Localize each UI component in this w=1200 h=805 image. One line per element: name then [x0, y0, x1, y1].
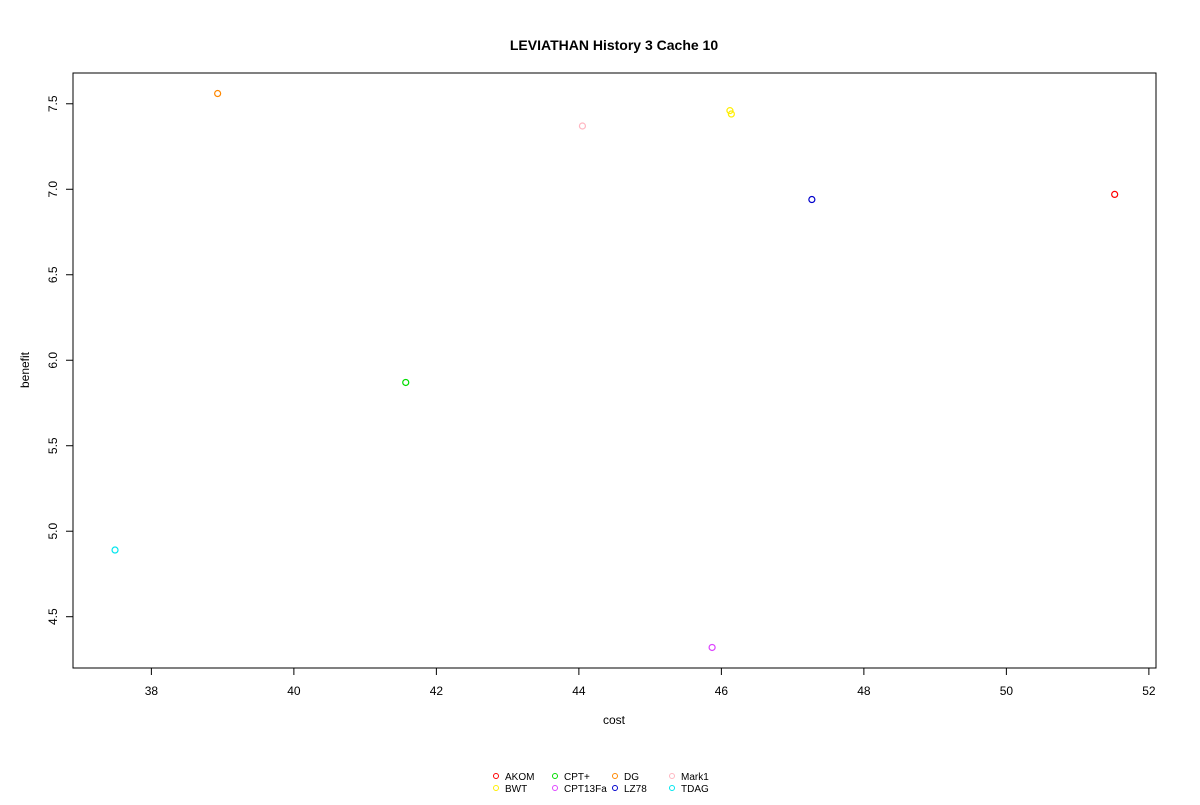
legend-label: CPT+	[564, 772, 590, 783]
legend-marker	[552, 773, 558, 779]
x-tick-label: 50	[1000, 684, 1014, 698]
x-tick-label: 48	[857, 684, 871, 698]
legend-marker	[612, 785, 618, 791]
legend-label: CPT13Fa	[564, 784, 607, 795]
data-point	[111, 546, 119, 554]
y-tick-label: 6.5	[46, 266, 60, 283]
data-point	[708, 643, 716, 652]
legend-label: Mark1	[681, 772, 709, 783]
plot-frame	[72, 72, 1157, 669]
x-tick-label: 38	[145, 684, 159, 698]
legend-label: LZ78	[624, 784, 647, 795]
data-point	[726, 107, 734, 115]
y-tick-label: 7.0	[46, 181, 60, 198]
legend-marker	[493, 785, 499, 791]
y-tick-label: 7.5	[46, 95, 60, 112]
legend-marker	[669, 785, 675, 791]
legend-marker	[669, 773, 675, 779]
x-axis-label: cost	[603, 713, 626, 727]
x-tick-label: 52	[1142, 684, 1156, 698]
data-point	[214, 89, 222, 98]
legend-marker	[493, 773, 499, 779]
data-point	[578, 122, 587, 130]
data-point	[402, 378, 410, 387]
data-point	[1111, 190, 1119, 198]
legend-label: TDAG	[681, 784, 709, 795]
data-points	[111, 89, 1119, 652]
x-tick-label: 44	[572, 684, 586, 698]
y-axis-label: benefit	[18, 351, 32, 388]
x-axis: 38 40 42 44 46 48 50 52	[145, 668, 1156, 698]
x-tick-label: 42	[430, 684, 444, 698]
data-point	[808, 195, 816, 204]
legend-label: AKOM	[505, 772, 534, 783]
legend-marker	[612, 773, 618, 779]
y-tick-label: 5.0	[46, 523, 60, 540]
y-tick-label: 6.0	[46, 352, 60, 369]
y-tick-label: 5.5	[46, 437, 60, 454]
legend-marker	[552, 785, 558, 791]
chart-title: LEVIATHAN History 3 Cache 10	[510, 37, 718, 53]
legend-label: BWT	[505, 784, 527, 795]
y-tick-label: 4.5	[46, 608, 60, 625]
x-tick-label: 40	[287, 684, 301, 698]
x-tick-label: 46	[715, 684, 729, 698]
legend-label: DG	[624, 772, 639, 783]
y-axis: 4.5 5.0 5.5 6.0 6.5 7.0 7.5	[46, 95, 73, 625]
data-point	[727, 110, 735, 118]
